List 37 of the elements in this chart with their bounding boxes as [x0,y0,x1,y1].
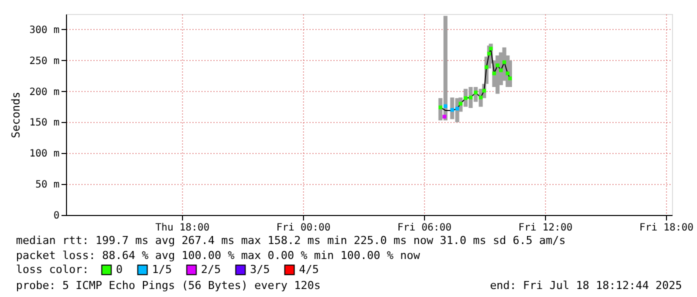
point [482,88,486,93]
y-tick-label: 150 m [29,118,60,129]
point [442,114,446,119]
x-tick-label: Fri 18:00 [639,222,694,234]
point [484,65,488,70]
x-tick-label: Fri 06:00 [397,222,452,234]
x-tick-label: Thu 18:00 [155,222,210,234]
legend-title: loss color: [16,263,89,276]
text: end: Fri Jul 18 18:12:44 2025 [490,279,682,292]
point [508,76,512,80]
text: median rtt: 199.7 ms avg 267.4 ms max 158.2 ms min 225.0 ms now 31.0 ms sd 6.5 am/s [16,234,566,247]
y-tick-label: 50 m [35,180,60,191]
point [444,104,448,108]
y-tick-label: 300 m [29,24,60,36]
legend-label: 4/5 [299,262,319,276]
legend-label: 3/5 [250,262,270,276]
y-tick-label: 200 m [29,86,60,98]
legend-label: 1/5 [152,262,172,276]
legend-label: 2/5 [201,262,221,276]
point [499,68,503,72]
point [438,106,442,110]
point [458,102,462,106]
x-tick-label: Fri 00:00 [276,222,331,234]
point [474,90,478,94]
x-tick-label: Fri 12:00 [518,222,573,234]
point [487,52,492,56]
y-axis-title: Seconds [9,92,22,138]
text: packet loss: 88.64 % avg 100.00 % max 0.00 % min 100.00 % now [16,249,420,262]
text: probe: 5 ICMP Echo Pings (56 Bytes) every 120s [16,279,321,292]
y-tick-label: 100 m [29,148,60,160]
point [468,96,473,100]
point [496,63,500,68]
point [464,96,468,100]
y-tick-label: 0 [53,210,60,222]
legend-label: 0 [116,262,123,276]
y-tick-label: 250 m [29,56,60,67]
point [478,96,483,100]
